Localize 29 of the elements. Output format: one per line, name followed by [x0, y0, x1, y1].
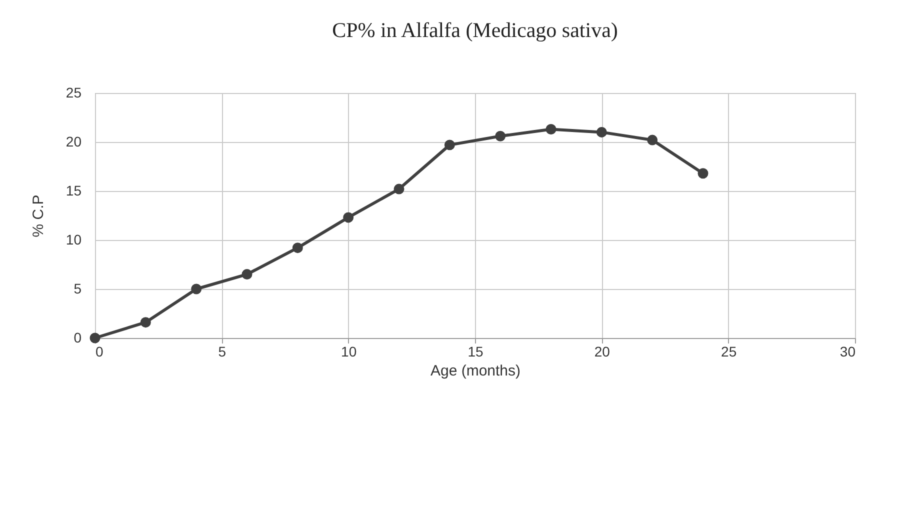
y-tick-label: 0 — [74, 330, 82, 346]
x-tick-label: 10 — [341, 344, 357, 360]
x-tick-label: 30 — [840, 344, 856, 360]
point — [546, 124, 556, 134]
point — [140, 317, 151, 328]
point — [698, 168, 708, 179]
point — [596, 126, 607, 138]
point — [647, 134, 658, 146]
y-tick-label: 15 — [66, 182, 82, 198]
x-tick-label: 0 — [96, 344, 104, 360]
point — [242, 269, 252, 280]
y-tick-label: 10 — [66, 232, 82, 248]
point — [394, 184, 404, 194]
y-tick-label: 25 — [66, 84, 82, 100]
x-axis-title: Age (months) — [430, 362, 521, 380]
point — [90, 332, 100, 344]
point — [292, 242, 303, 254]
chart-title: CP% in Alfalfa (Medicago sativa) — [332, 18, 618, 42]
x-tick-label: 15 — [468, 344, 484, 360]
x-tick-label: 25 — [721, 344, 737, 360]
x-tick-label: 20 — [594, 344, 610, 360]
point — [444, 140, 455, 150]
point — [191, 284, 202, 294]
y-axis-title: % C.P — [30, 194, 47, 238]
y-tick-label: 20 — [66, 134, 82, 150]
y-tick-label: 5 — [74, 280, 82, 296]
point — [343, 212, 354, 223]
x-tick-label: 5 — [218, 344, 226, 360]
point — [495, 130, 506, 142]
